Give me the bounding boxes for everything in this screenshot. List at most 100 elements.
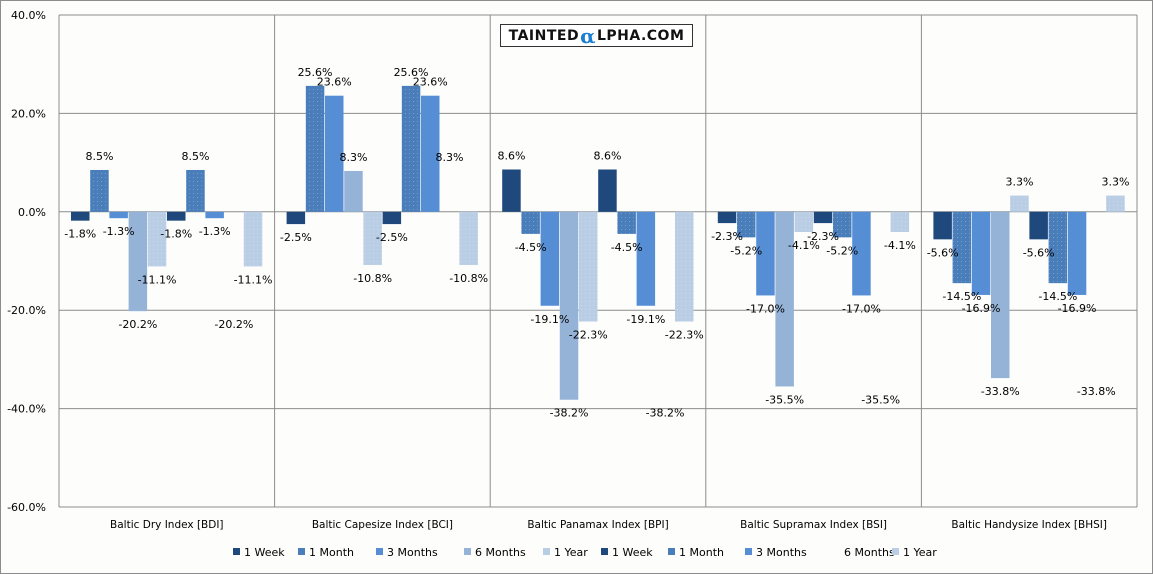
bar: [1048, 211, 1068, 284]
data-label: -17.0%: [842, 302, 881, 315]
data-label: 8.5%: [181, 150, 209, 163]
bar: [71, 211, 90, 221]
legend-swatch: [376, 548, 383, 555]
data-label: -5.6%: [927, 246, 959, 259]
bar: [756, 211, 775, 296]
bar: [933, 211, 952, 240]
legend-swatch: [543, 548, 550, 555]
data-label: -1.3%: [103, 225, 135, 238]
data-label: -16.9%: [1058, 302, 1097, 315]
data-label: -1.8%: [64, 228, 96, 241]
y-tick-label: -20.0%: [7, 304, 46, 317]
bar: [775, 211, 794, 387]
data-label: -20.2%: [214, 318, 253, 331]
data-label: 8.5%: [85, 150, 113, 163]
bar: [636, 211, 656, 306]
bar: [813, 211, 833, 224]
bar: [502, 169, 521, 212]
data-labels: -1.8% 8.5% -1.3% -20.2% -11.1% -1.8% 8.5% -1.3%…: [64, 66, 1129, 420]
bars: [71, 85, 1125, 400]
data-label: -4.1%: [788, 239, 820, 252]
data-label: 23.6%: [413, 76, 448, 89]
data-label: -1.8%: [160, 228, 192, 241]
bar: [579, 211, 598, 322]
bar: [325, 95, 344, 212]
bar: [737, 211, 756, 238]
data-label: 3.3%: [1101, 176, 1129, 189]
data-label: -4.1%: [884, 239, 916, 252]
data-label: -19.1%: [530, 313, 569, 326]
y-tick-label: -60.0%: [7, 501, 46, 514]
bar: [971, 211, 991, 295]
legend: 1 Week 1 Month 3 Months 6 Months 1 Year 1 Wee…: [233, 546, 937, 559]
data-label: -11.1%: [138, 273, 177, 286]
data-label: -4.5%: [611, 241, 643, 254]
data-label: 25.6%: [394, 66, 429, 79]
bar: [598, 169, 617, 212]
bar: [952, 211, 972, 284]
logo-alpha-glyph: α: [580, 23, 596, 48]
data-label: 23.6%: [317, 76, 352, 89]
legend-label: 1 Month: [309, 546, 354, 559]
bar: [421, 95, 440, 212]
x-tick-label: Baltic Capesize Index [BCI]: [312, 519, 453, 531]
x-tick-label: Baltic Dry Index [BDI]: [110, 519, 223, 531]
gridlines: [58, 14, 1138, 508]
legend-label: 1 Week: [244, 546, 285, 559]
bar: [1029, 211, 1048, 240]
y-tick-label: 20.0%: [11, 107, 46, 120]
logo-text-after: LPHA.COM: [596, 27, 685, 44]
bar: [540, 211, 560, 306]
data-label: -2.5%: [376, 231, 408, 244]
data-label: 3.3%: [1005, 176, 1033, 189]
bar: [147, 211, 167, 267]
legend-label: 3 Months: [387, 546, 438, 559]
bar: [109, 211, 128, 219]
data-label: -33.8%: [1077, 385, 1116, 398]
bar: [559, 211, 579, 400]
data-label: -5.2%: [730, 244, 762, 257]
data-label: 8.6%: [593, 149, 621, 162]
bar: [617, 211, 636, 234]
data-label: 8.3%: [435, 151, 463, 164]
data-label: -16.9%: [962, 302, 1001, 315]
legend-label: 1 Year: [554, 546, 588, 559]
legend-swatch: [668, 548, 675, 555]
bar: [305, 85, 325, 212]
logo-text-before: TAINTED: [508, 27, 580, 44]
legend-swatch: [892, 548, 899, 555]
legend-label: 1 Month: [679, 546, 724, 559]
bar: [382, 211, 402, 225]
data-label: 8.3%: [339, 151, 367, 164]
legend-label: 6 Months: [844, 546, 895, 559]
data-label: -22.3%: [569, 329, 608, 342]
bar: [852, 211, 871, 296]
legend-label: 1 Week: [612, 546, 653, 559]
legend-swatch: [464, 548, 471, 555]
legend-swatch: [298, 548, 305, 555]
bar: [459, 211, 478, 265]
y-tick-label: 0.0%: [18, 206, 46, 219]
y-tick-label: -40.0%: [7, 403, 46, 416]
data-label: -5.6%: [1023, 246, 1055, 259]
bar: [794, 211, 814, 232]
y-tick-label: 40.0%: [11, 9, 46, 22]
data-label: -5.2%: [826, 244, 858, 257]
data-label: -17.0%: [746, 302, 785, 315]
data-label: -2.5%: [280, 231, 312, 244]
bar: [833, 211, 852, 238]
bar: [1010, 195, 1029, 212]
data-label: -2.3%: [807, 230, 839, 243]
bar: [90, 169, 109, 212]
axes: 40.0% 20.0% 0.0% -20.0% -40.0% -60.0% Baltic D…: [7, 9, 1107, 531]
bar: [344, 170, 363, 212]
data-label: -33.8%: [981, 385, 1020, 398]
data-label: -4.5%: [515, 241, 547, 254]
bar: [363, 211, 382, 265]
bar: [205, 211, 224, 219]
bar: [1067, 211, 1087, 295]
data-label: -19.1%: [626, 313, 665, 326]
bar: [186, 169, 205, 212]
data-label: -20.2%: [118, 318, 157, 331]
